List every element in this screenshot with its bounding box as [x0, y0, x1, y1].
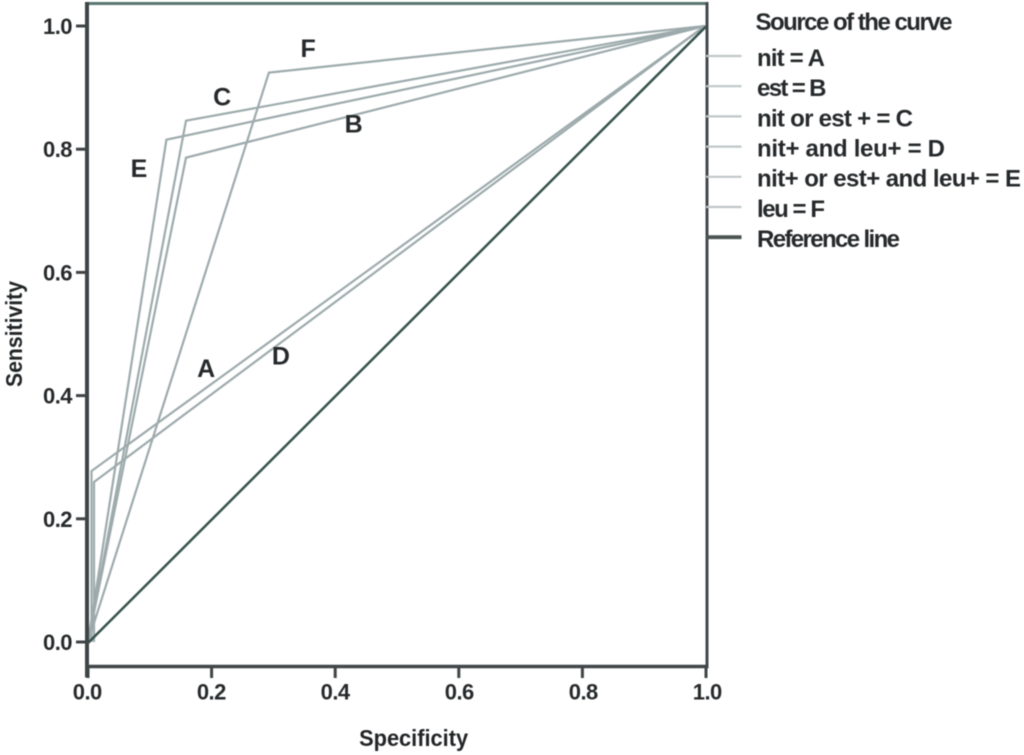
svg-text:0.2: 0.2 [197, 680, 227, 705]
svg-text:A: A [197, 355, 215, 383]
svg-text:Sensitivity: Sensitivity [1, 281, 27, 387]
svg-text:0.0: 0.0 [73, 680, 103, 705]
svg-text:0.8: 0.8 [569, 680, 599, 705]
svg-text:leu = F: leu = F [757, 196, 825, 223]
svg-text:est = B: est = B [757, 75, 827, 102]
svg-text:0.0: 0.0 [43, 630, 73, 655]
svg-text:0.8: 0.8 [43, 137, 73, 162]
svg-text:0.4: 0.4 [321, 680, 351, 705]
svg-text:F: F [300, 35, 315, 63]
svg-text:0.6: 0.6 [43, 260, 73, 285]
svg-text:1.0: 1.0 [693, 680, 723, 705]
svg-text:Source of the curve: Source of the curve [756, 9, 953, 36]
svg-text:Reference line: Reference line [757, 226, 900, 253]
svg-text:nit+ or est+ and leu+ = E: nit+ or est+ and leu+ = E [757, 166, 1021, 193]
svg-text:Specificity: Specificity [359, 725, 468, 751]
svg-text:nit or est + = C: nit or est + = C [757, 105, 913, 132]
svg-text:0.4: 0.4 [43, 384, 73, 409]
svg-text:nit+ and leu+ = D: nit+ and leu+ = D [757, 136, 945, 163]
svg-text:1.0: 1.0 [43, 14, 73, 39]
svg-text:B: B [345, 111, 363, 139]
svg-text:nit = A: nit = A [757, 45, 825, 72]
svg-text:C: C [213, 84, 231, 112]
svg-text:0.2: 0.2 [43, 507, 73, 532]
svg-text:D: D [272, 343, 290, 371]
svg-text:0.6: 0.6 [445, 680, 475, 705]
svg-text:E: E [131, 155, 148, 183]
